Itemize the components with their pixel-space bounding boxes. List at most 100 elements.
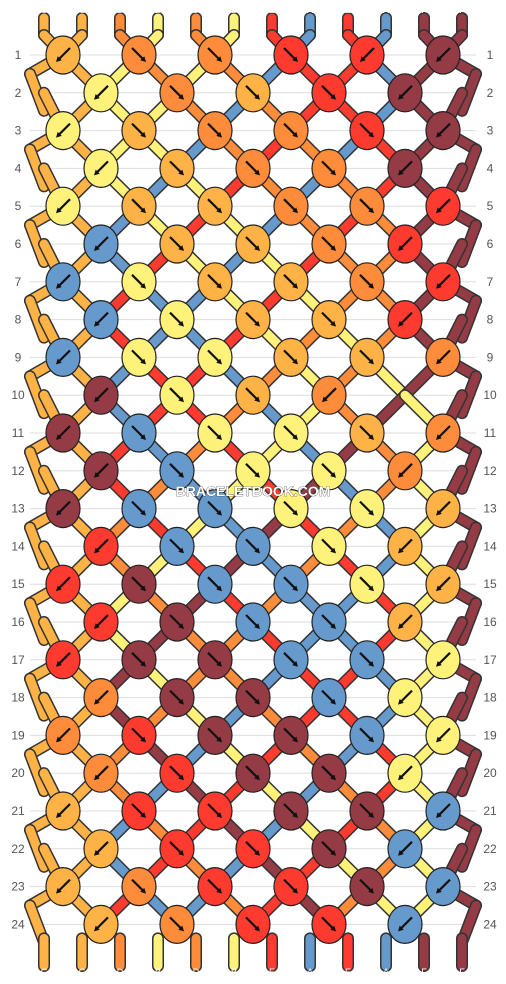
knot-arrow-shaft (95, 236, 109, 250)
knot (45, 262, 81, 302)
thread-segment (457, 69, 481, 116)
knot-arrow-head (436, 509, 442, 516)
watermark: BRACELETBOOK.COM (176, 483, 331, 499)
knot-arrow-shaft (207, 652, 221, 666)
knot-arrow-head (398, 850, 404, 856)
knot (273, 640, 309, 680)
knot (197, 337, 233, 377)
knot (273, 186, 309, 226)
knot-arrow-shaft (57, 803, 71, 817)
knot (45, 791, 81, 831)
knot-arrow-head (94, 245, 100, 251)
knot-arrow-shaft (131, 652, 145, 666)
knot (311, 375, 347, 415)
knot-arrow-head (368, 509, 374, 516)
knot (349, 489, 385, 529)
knot-arrow-shaft (245, 538, 259, 553)
row-number-right: 1 (487, 48, 494, 62)
row-number-right: 6 (487, 237, 494, 251)
knot (425, 337, 461, 377)
knot-arrow-head (254, 547, 260, 554)
knot-arrow-head (330, 169, 336, 176)
knot-arrow-head (140, 434, 146, 440)
knot-arrow-shaft (207, 425, 221, 439)
knot-arrow-shaft (131, 425, 145, 439)
row-number-left: 13 (11, 502, 25, 516)
knot (311, 753, 347, 793)
knot-arrow-head (178, 396, 184, 403)
knot-arrow-shaft (245, 916, 259, 931)
knot-arrow-shaft (245, 311, 259, 326)
knot (387, 451, 423, 491)
top-string-label: A (383, 5, 389, 15)
knot-arrow-shaft (57, 47, 71, 61)
knot (235, 73, 271, 113)
knot (83, 73, 119, 113)
knot-arrow-head (292, 736, 298, 743)
knot-arrow-head (254, 472, 260, 478)
knot (425, 489, 461, 529)
knot-arrow-head (436, 736, 442, 743)
knot-arrow-shaft (245, 614, 259, 628)
knot-arrow-shaft (437, 47, 451, 61)
knot-arrow-shaft (321, 916, 335, 931)
knot-arrow-shaft (207, 878, 221, 893)
knot-arrow-shaft (207, 727, 221, 742)
knot-arrow-head (330, 774, 336, 781)
knot-arrow-head (94, 623, 100, 629)
thread-segment (457, 296, 481, 343)
knot-arrow-head (398, 320, 404, 327)
knot (83, 148, 119, 188)
knot (121, 564, 157, 604)
knot (311, 148, 347, 188)
knot-arrow-shaft (437, 349, 451, 364)
knot-arrow-head (436, 56, 442, 62)
knot-arrow-shaft (283, 198, 297, 212)
row-number-left: 11 (12, 426, 25, 440)
knot-arrow-head (140, 207, 146, 214)
knot-arrow-head (56, 661, 62, 667)
knot-arrow-shaft (283, 122, 297, 137)
knot-arrow-head (292, 283, 298, 289)
knot-arrow-head (94, 320, 100, 327)
row-number-right: 15 (483, 577, 497, 591)
knot (273, 35, 309, 75)
row-number-left: 23 (11, 880, 25, 894)
knot-arrow-shaft (95, 689, 109, 704)
knot-arrow-head (216, 812, 222, 818)
knot-arrow-head (56, 887, 62, 894)
knot-arrow-head (360, 56, 366, 62)
knot-arrow-head (216, 283, 222, 289)
row-number-right: 7 (487, 275, 494, 289)
knot (273, 111, 309, 151)
knot (235, 526, 271, 567)
knot (121, 791, 157, 831)
knot-arrow-shaft (57, 727, 71, 742)
bottom-string-label: F (459, 967, 465, 977)
knot-arrow-head (178, 623, 184, 629)
knot-arrow-head (178, 245, 184, 251)
knot-arrow-shaft (95, 538, 109, 553)
thread-segment (25, 145, 49, 191)
knot (425, 111, 461, 151)
knot (197, 35, 233, 75)
knot (159, 300, 195, 340)
knot (45, 111, 81, 151)
knot (311, 829, 347, 869)
knot-arrow-head (178, 925, 184, 932)
row-number-left: 17 (11, 653, 25, 667)
knot (45, 337, 81, 377)
top-string-label: D (117, 5, 124, 15)
knot (197, 413, 233, 453)
knot-arrow-head (292, 131, 298, 138)
row-number-right: 4 (487, 161, 494, 175)
knot-arrow-shaft (323, 387, 337, 401)
row-number-right: 2 (487, 86, 494, 100)
knot-arrow-head (398, 547, 404, 554)
knot-arrow-head (398, 245, 404, 251)
knot (83, 602, 119, 642)
bottom-string-label: B (155, 967, 161, 977)
thread-segment (457, 523, 481, 569)
knot-arrow-head (94, 774, 100, 781)
knot-arrow-head (254, 396, 260, 403)
